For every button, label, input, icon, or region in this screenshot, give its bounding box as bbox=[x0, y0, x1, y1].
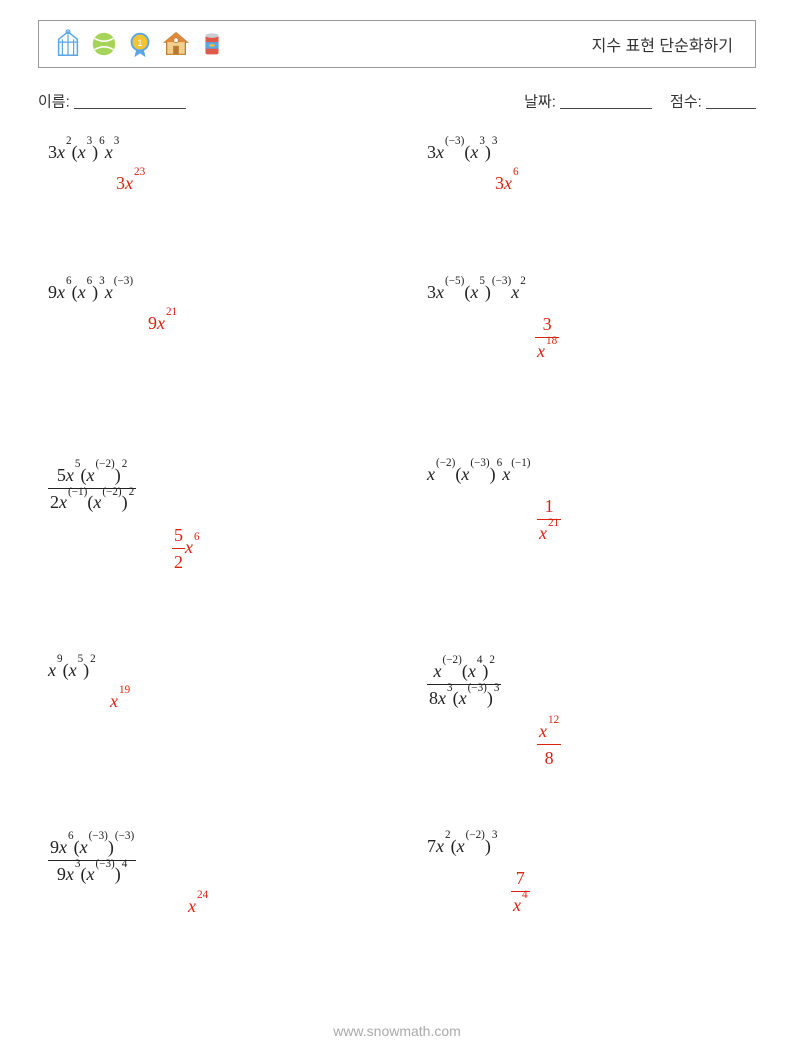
icon-row: 1 bbox=[53, 29, 227, 59]
problem-9-question: 9x6(x(−3))(−3)9x3(x(−3))4 bbox=[48, 836, 377, 886]
problem-1: 3x2(x3)6x3 3x23 bbox=[38, 142, 377, 282]
problem-1-question: 3x2(x3)6x3 bbox=[48, 142, 377, 163]
medal-icon: 1 bbox=[125, 29, 155, 59]
problem-3-answer: 9x21 bbox=[148, 313, 177, 334]
problem-5-question: 5x5(x(−2))22x(−1)(x(−2))2 bbox=[48, 464, 377, 514]
svg-text:1: 1 bbox=[137, 38, 142, 48]
soda-can-icon bbox=[197, 29, 227, 59]
date-blank[interactable] bbox=[560, 92, 652, 109]
problem-9: 9x6(x(−3))(−3)9x3(x(−3))4 x24 bbox=[38, 836, 377, 1022]
problem-6-answer: 1x21 bbox=[537, 495, 561, 545]
problem-4-answer: 3x18 bbox=[535, 313, 559, 363]
problem-8-question: x(−2)(x4)28x3(x(−3))3 bbox=[427, 660, 756, 710]
footer-url: www.snowmath.com bbox=[0, 1023, 794, 1039]
score-label: 점수: bbox=[670, 94, 702, 111]
problem-3-question: 9x6(x6)3x(−3) bbox=[48, 282, 377, 303]
score-blank[interactable] bbox=[706, 92, 756, 109]
problem-2-answer: 3x6 bbox=[495, 173, 519, 194]
problem-7-answer: x19 bbox=[110, 691, 130, 712]
header-box: 1 지수 표현 단순화하기 bbox=[38, 20, 756, 68]
problem-4-question: 3x(−5)(x5)(−3)x2 bbox=[427, 282, 756, 303]
problem-2: 3x(−3)(x3)3 3x6 bbox=[417, 142, 756, 282]
problem-5-answer: 52x6 bbox=[172, 524, 200, 574]
tennis-ball-icon bbox=[89, 29, 119, 59]
problem-6-question: x(−2)(x(−3))6x(−1) bbox=[427, 464, 756, 485]
problem-6: x(−2)(x(−3))6x(−1) 1x21 bbox=[417, 464, 756, 660]
problem-9-answer: x24 bbox=[188, 896, 208, 917]
problem-10-answer: 7x4 bbox=[511, 867, 530, 917]
name-blank[interactable] bbox=[74, 92, 186, 109]
house-icon bbox=[161, 29, 191, 59]
problem-1-answer: 3x23 bbox=[116, 173, 145, 194]
problem-4: 3x(−5)(x5)(−3)x2 3x18 bbox=[417, 282, 756, 464]
problems-grid: 3x2(x3)6x3 3x23 3x(−3)(x3)3 3x6 9x6(x6)3x(−3… bbox=[38, 142, 756, 1022]
meta-row: 이름: 날짜: 점수: bbox=[38, 90, 756, 112]
worksheet-title: 지수 표현 단순화하기 bbox=[592, 32, 741, 56]
problem-10: 7x2(x(−2))3 7x4 bbox=[417, 836, 756, 1022]
problem-2-question: 3x(−3)(x3)3 bbox=[427, 142, 756, 163]
problem-8: x(−2)(x4)28x3(x(−3))3 x128 bbox=[417, 660, 756, 836]
name-label: 이름: bbox=[38, 94, 70, 111]
problem-7: x9(x5)2 x19 bbox=[38, 660, 377, 836]
date-label: 날짜: bbox=[524, 94, 556, 111]
problem-7-question: x9(x5)2 bbox=[48, 660, 377, 681]
problem-10-question: 7x2(x(−2))3 bbox=[427, 836, 756, 857]
problem-5: 5x5(x(−2))22x(−1)(x(−2))2 52x6 bbox=[38, 464, 377, 660]
problem-3: 9x6(x6)3x(−3) 9x21 bbox=[38, 282, 377, 464]
problem-8-answer: x128 bbox=[537, 720, 561, 770]
birdcage-icon bbox=[53, 29, 83, 59]
